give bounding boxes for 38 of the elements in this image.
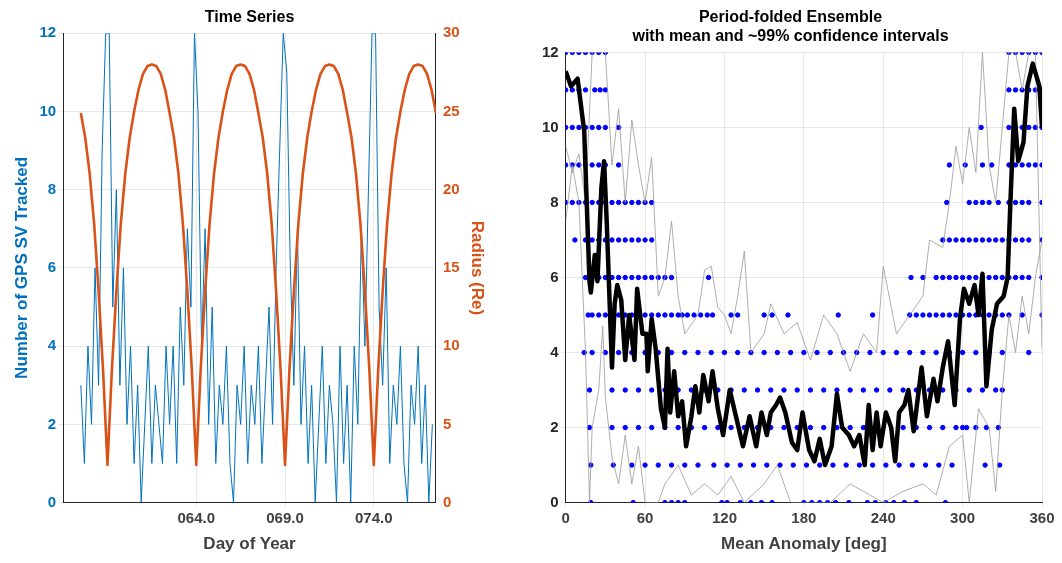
y-tick-label: 0 — [550, 492, 559, 510]
y-tick-label: 12 — [39, 23, 57, 41]
x-tick-label: 069.0 — [266, 508, 304, 526]
x-tick-label: 064.0 — [177, 508, 216, 526]
y-tick-label: 6 — [47, 258, 57, 276]
x-tick-label: 0 — [561, 508, 570, 526]
y2-tick-label: 30 — [442, 23, 460, 41]
y-tick-label: 2 — [550, 417, 559, 435]
y-tick-label: 2 — [47, 414, 57, 432]
y2-tick-label: 0 — [442, 492, 452, 510]
y-axis-title: Number of GPS SV Tracked — [11, 156, 31, 379]
x-tick-label: 300 — [950, 508, 976, 526]
chart-title: Time Series — [204, 8, 295, 26]
x-axis-title: Day of Year — [203, 534, 297, 554]
y-tick-label: 4 — [47, 336, 57, 354]
y-tick-label: 10 — [542, 117, 559, 135]
x-tick-label: 180 — [791, 508, 817, 526]
y2-tick-label: 20 — [442, 179, 460, 197]
x-tick-label: 360 — [1029, 508, 1055, 526]
x-tick-label: 240 — [870, 508, 896, 526]
x-axis-title: Mean Anomaly [deg] — [721, 534, 887, 554]
y-tick-label: 12 — [542, 42, 559, 60]
y-tick-label: 8 — [550, 192, 559, 210]
y-tick-label: 4 — [550, 342, 560, 360]
chart-subtitle: with mean and ~99% confidence intervals — [631, 27, 949, 45]
y-tick-label: 0 — [47, 492, 57, 510]
y2-tick-label: 15 — [442, 258, 460, 276]
x-tick-label: 60 — [636, 508, 654, 526]
y2-tick-label: 25 — [442, 101, 460, 119]
x-tick-label: 074.0 — [355, 508, 393, 526]
y2-axis-title: Radius (Re) — [468, 220, 488, 316]
y2-tick-label: 10 — [442, 336, 460, 354]
chart-title: Period-folded Ensemble — [698, 8, 883, 26]
y-tick-label: 8 — [47, 179, 57, 197]
y2-tick-label: 5 — [442, 414, 452, 432]
y-tick-label: 6 — [550, 267, 559, 285]
x-tick-label: 120 — [711, 508, 737, 526]
y-tick-label: 10 — [39, 101, 57, 119]
